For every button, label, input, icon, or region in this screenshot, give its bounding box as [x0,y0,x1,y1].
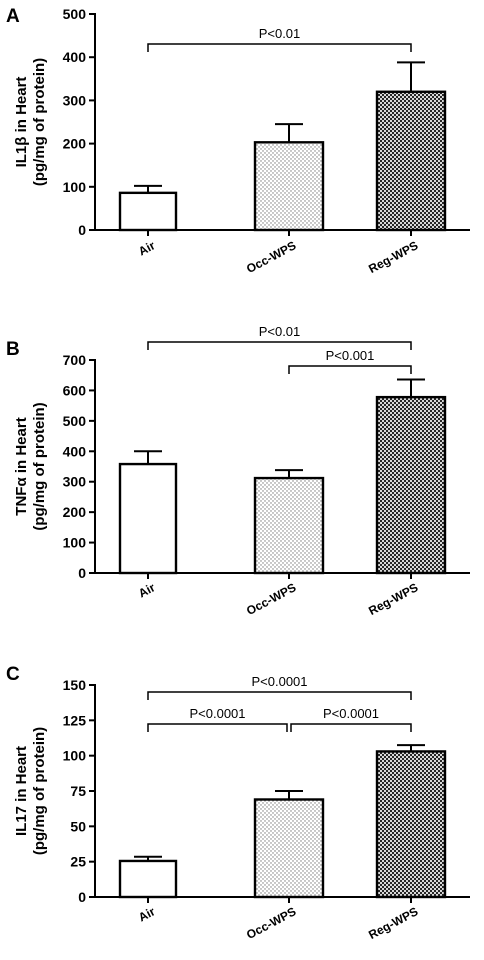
bar-occ-wps [253,798,325,899]
y-tick-label: 150 [63,677,87,693]
significance-label: P<0.0001 [189,706,245,721]
x-tick-label: Air [136,238,158,258]
y-tick-label: 0 [78,222,86,238]
y-axis-label-line-2: (pg/mg of protein) [31,727,48,855]
x-tick-label: Reg-WPS [366,238,420,276]
y-tick-label: 100 [63,535,87,551]
y-tick-label: 500 [63,413,87,429]
y-tick-label: 300 [63,92,87,108]
y-axis-label-line-1: IL17 in Heart [13,746,30,836]
significance-bracket [147,341,412,350]
y-tick-label: 0 [78,889,86,905]
y-axis-label-line-1: IL1β in Heart [13,77,30,168]
panel-letter: B [6,339,20,360]
y-tick-label: 75 [70,783,86,799]
y-tick-label: 700 [63,352,87,368]
y-axis-label-line-1: TNFα in Heart [13,417,30,515]
y-tick-label: 400 [63,49,87,65]
y-tick-label: 0 [78,565,86,581]
y-tick-label: 400 [63,443,87,459]
significance-bracket [147,691,412,700]
bar-reg-wps [375,90,447,232]
significance-label: P<0.0001 [323,706,379,721]
y-tick-label: 300 [63,474,87,490]
x-tick-label: Reg-WPS [366,580,420,618]
significance-label: P<0.0001 [251,674,307,689]
x-tick-label: Occ-WPS [244,238,298,276]
panel-letter: A [6,6,20,27]
bar-occ-wps [253,476,325,575]
bar-reg-wps [375,395,447,575]
x-tick-label: Air [136,580,158,600]
y-tick-label: 100 [63,748,87,764]
chart-panel-a: A IL1β in Heart(pg/mg of protein) 0 100 200 3… [6,6,470,276]
bar-air [118,859,178,899]
y-tick-label: 125 [63,712,87,728]
x-tick-label: Air [136,904,158,924]
y-tick-label: 200 [63,504,87,520]
chart-panel-c: C IL17 in Heart(pg/mg of protein) 0 25 50 75 1… [6,664,470,942]
y-axis-label: IL1β in Heart(pg/mg of protein) [13,58,48,186]
y-axis-label: TNFα in Heart(pg/mg of protein) [13,402,48,530]
y-tick-label: 200 [63,136,87,152]
x-tick-label: Reg-WPS [366,904,420,942]
y-axis-label: IL17 in Heart(pg/mg of protein) [13,727,48,855]
bar-air [118,191,178,232]
significance-bracket [147,43,412,52]
chart-panel-b: B TNFα in Heart(pg/mg of protein) 0 100 200 3… [6,324,470,618]
bar-air [118,462,178,575]
significance-label: P<0.01 [259,26,301,41]
x-tick-label: Occ-WPS [244,580,298,618]
y-tick-label: 500 [63,6,87,22]
y-axis-label-line-2: (pg/mg of protein) [31,402,48,530]
y-axis-label-line-2: (pg/mg of protein) [31,58,48,186]
significance-bracket [288,365,412,374]
significance-label: P<0.01 [259,324,301,339]
y-tick-label: 100 [63,179,87,195]
y-tick-label: 600 [63,382,87,398]
y-tick-label: 50 [70,818,86,834]
significance-bracket [290,723,412,732]
y-tick-label: 25 [70,854,86,870]
bar-reg-wps [375,750,447,899]
panel-letter: C [6,664,20,685]
significance-bracket [147,723,288,732]
significance-label: P<0.001 [326,348,375,363]
bar-occ-wps [253,141,325,232]
x-tick-label: Occ-WPS [244,904,298,942]
